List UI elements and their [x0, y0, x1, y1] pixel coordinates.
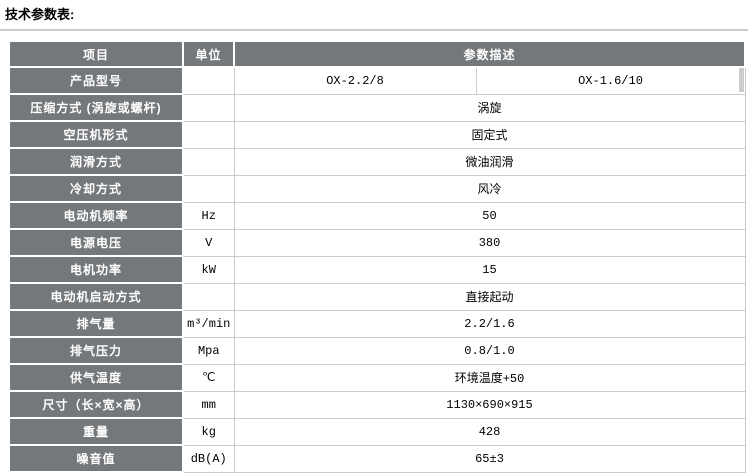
- row-label: 电动机启动方式: [8, 282, 184, 311]
- table-row: 排气量 m³/min 2.2/1.6: [8, 309, 746, 338]
- row-label: 排气量: [8, 309, 184, 338]
- row-value-model-2: OX-1.6/10: [475, 66, 746, 95]
- row-unit: Mpa: [182, 336, 235, 365]
- row-value: 直接起动: [233, 282, 746, 311]
- scrollbar-thumb[interactable]: [739, 68, 744, 92]
- row-value: 微油润滑: [233, 147, 746, 176]
- row-unit: [182, 147, 235, 176]
- row-label: 冷却方式: [8, 174, 184, 203]
- row-label: 电动机频率: [8, 201, 184, 230]
- row-unit: kW: [182, 255, 235, 284]
- table-row: 空压机形式 固定式: [8, 120, 746, 149]
- table-row: 电机功率 kW 15: [8, 255, 746, 284]
- row-unit: dB(A): [182, 444, 235, 473]
- table-row: 尺寸（长×宽×高） mm 1130×690×915: [8, 390, 746, 419]
- table-row: 压缩方式 (涡旋或螺杆) 涡旋: [8, 93, 746, 122]
- row-label: 重量: [8, 417, 184, 446]
- column-header-item: 项目: [8, 40, 184, 68]
- row-value: 环境温度+50: [233, 363, 746, 392]
- row-value: 50: [233, 201, 746, 230]
- row-value: 固定式: [233, 120, 746, 149]
- row-label: 产品型号: [8, 66, 184, 95]
- table-row: 冷却方式 风冷: [8, 174, 746, 203]
- table-row: 润滑方式 微油润滑: [8, 147, 746, 176]
- row-label: 空压机形式: [8, 120, 184, 149]
- row-label: 润滑方式: [8, 147, 184, 176]
- row-unit: Hz: [182, 201, 235, 230]
- row-value: 15: [233, 255, 746, 284]
- row-unit: V: [182, 228, 235, 257]
- table-row: 电源电压 V 380: [8, 228, 746, 257]
- table-header-row: 项目 单位 参数描述: [8, 40, 747, 68]
- page-title: 技术参数表:: [5, 7, 75, 22]
- table-row: 排气压力 Mpa 0.8/1.0: [8, 336, 746, 365]
- row-unit: m³/min: [182, 309, 235, 338]
- table-body: 产品型号 OX-2.2/8 OX-1.6/10 压缩方式 (涡旋或螺杆) 涡旋 空压机形式…: [8, 66, 746, 473]
- table-row: 供气温度 ℃ 环境温度+50: [8, 363, 746, 392]
- row-label: 供气温度: [8, 363, 184, 392]
- row-unit: [182, 282, 235, 311]
- row-value: 1130×690×915: [233, 390, 746, 419]
- row-unit: [182, 174, 235, 203]
- table-row-product: 产品型号 OX-2.2/8 OX-1.6/10: [8, 66, 746, 95]
- row-value: 2.2/1.6: [233, 309, 746, 338]
- row-label: 电机功率: [8, 255, 184, 284]
- row-label: 噪音值: [8, 444, 184, 473]
- row-unit: [182, 93, 235, 122]
- column-header-unit: 单位: [182, 40, 235, 68]
- column-header-description: 参数描述: [232, 40, 747, 68]
- row-unit: ℃: [182, 363, 235, 392]
- title-divider: [0, 29, 748, 31]
- table-row: 重量 kg 428: [8, 417, 746, 446]
- row-label: 压缩方式 (涡旋或螺杆): [8, 93, 184, 122]
- table-row: 电动机频率 Hz 50: [8, 201, 746, 230]
- row-value: 风冷: [233, 174, 746, 203]
- row-value: 涡旋: [233, 93, 746, 122]
- row-value: 380: [233, 228, 746, 257]
- row-value: 0.8/1.0: [233, 336, 746, 365]
- table-row: 电动机启动方式 直接起动: [8, 282, 746, 311]
- row-value-model-1: OX-2.2/8: [233, 66, 477, 95]
- table-row: 噪音值 dB(A) 65±3: [8, 444, 746, 473]
- row-label: 排气压力: [8, 336, 184, 365]
- row-label: 尺寸（长×宽×高）: [8, 390, 184, 419]
- parameters-table: 项目 单位 参数描述 产品型号 OX-2.2/8 OX-1.6/10 压缩方式 (涡旋…: [8, 40, 747, 473]
- row-unit: [182, 66, 235, 95]
- row-label: 电源电压: [8, 228, 184, 257]
- row-unit: [182, 120, 235, 149]
- row-value: 428: [233, 417, 746, 446]
- row-unit: mm: [182, 390, 235, 419]
- row-value: 65±3: [233, 444, 746, 473]
- row-unit: kg: [182, 417, 235, 446]
